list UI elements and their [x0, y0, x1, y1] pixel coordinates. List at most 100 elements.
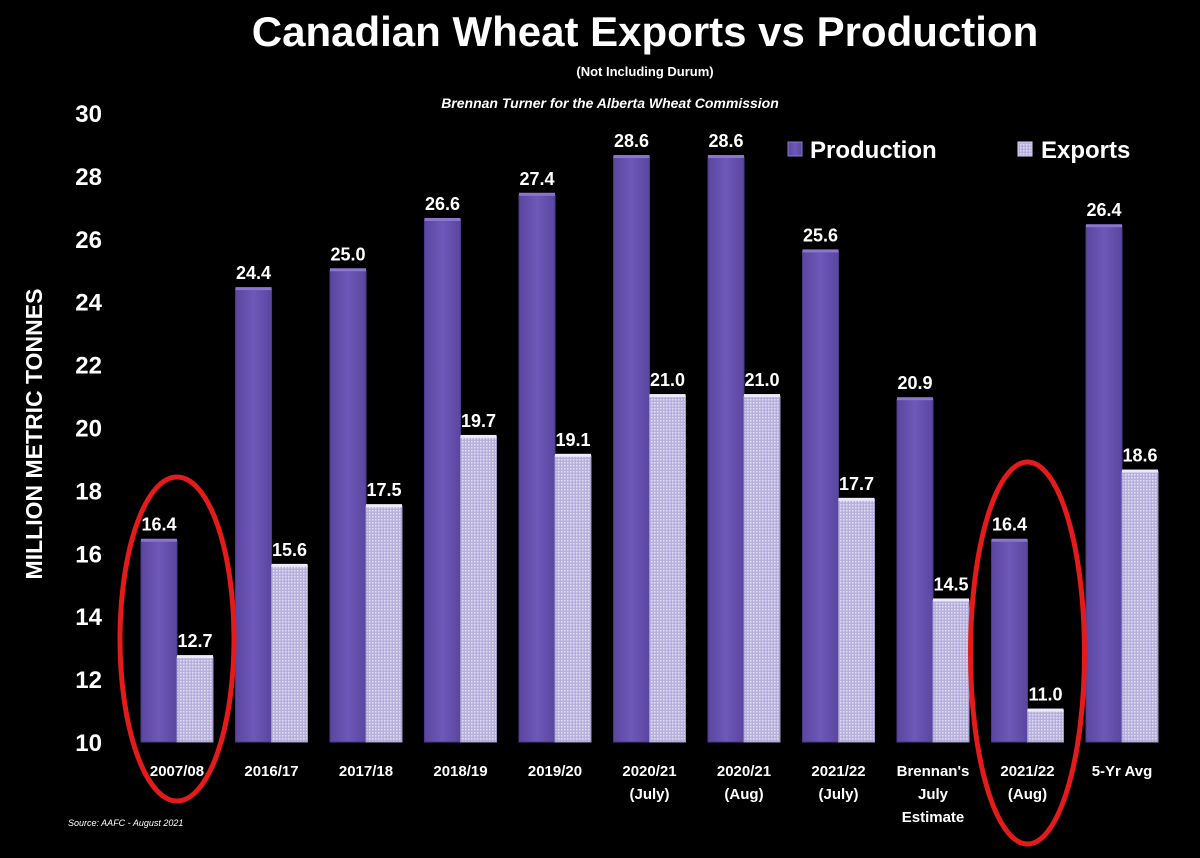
exports-data-label: 21.0 [650, 370, 685, 390]
production-bar-top [613, 155, 650, 159]
production-data-label: 28.6 [708, 131, 743, 151]
x-tick-label: July [918, 786, 949, 803]
exports-bar [1121, 471, 1159, 743]
production-bar-top [708, 155, 744, 159]
y-tick-label: 26 [75, 227, 102, 254]
x-tick-label: 2007/08 [150, 763, 204, 780]
production-bar [235, 288, 272, 743]
exports-data-label: 17.5 [366, 480, 401, 500]
highlight-ellipse [968, 459, 1087, 847]
exports-bar-top [744, 394, 780, 398]
production-bar [518, 194, 556, 743]
y-tick-label: 30 [75, 101, 102, 128]
exports-bar [271, 565, 308, 743]
production-data-label: 25.6 [803, 225, 838, 245]
chart-title: Canadian Wheat Exports vs Production [252, 8, 1038, 55]
production-bar-top [1086, 224, 1122, 228]
exports-bar [460, 436, 497, 743]
production-bar-top [897, 397, 933, 401]
x-tick-label: 2016/17 [244, 763, 298, 780]
y-tick-label: 16 [75, 541, 102, 568]
production-bar [991, 540, 1028, 743]
exports-data-label: 14.5 [933, 574, 968, 594]
production-bar [896, 398, 934, 743]
source-note: Source: AAFC - August 2021 [68, 818, 183, 828]
exports-bar [365, 505, 403, 743]
production-bar [424, 219, 461, 743]
chart-subtitle: (Not Including Durum) [576, 64, 713, 79]
x-tick-label: 2020/21 [622, 763, 676, 780]
exports-bar [649, 395, 686, 743]
exports-bar-top [366, 504, 402, 508]
production-bar-top [141, 538, 177, 542]
production-data-label: 27.4 [519, 169, 554, 189]
exports-bar [1027, 710, 1064, 743]
exports-data-label: 18.6 [1122, 446, 1157, 466]
y-axis-ticks: 10 12 14 16 18 20 22 24 26 28 30 [75, 101, 102, 757]
x-tick-label: 2021/22 [1000, 763, 1054, 780]
y-tick-label: 18 [75, 478, 102, 505]
exports-bar-top [555, 453, 591, 457]
y-tick-label: 10 [75, 730, 102, 757]
production-data-label: 25.0 [330, 244, 365, 264]
production-data-label: 28.6 [614, 131, 649, 151]
production-data-label: 20.9 [897, 373, 932, 393]
exports-data-label: 17.7 [839, 474, 874, 494]
exports-bar-top [933, 598, 969, 602]
production-bar-top [519, 192, 555, 196]
legend-swatch-exports [1017, 141, 1033, 157]
exports-bar [932, 599, 970, 743]
highlight-ellipse [117, 474, 237, 804]
x-tick-label: 2019/20 [528, 763, 582, 780]
exports-data-label: 11.0 [1028, 685, 1062, 705]
production-bar-top [991, 538, 1028, 542]
legend-label-exports: Exports [1041, 137, 1130, 164]
x-tick-label: Brennan's [897, 763, 970, 780]
x-tick-label: 2021/22 [811, 763, 865, 780]
exports-bar-top [1027, 708, 1064, 712]
exports-bar-top [177, 655, 213, 659]
x-tick-label: 2020/21 [717, 763, 771, 780]
y-tick-label: 20 [75, 416, 102, 443]
y-tick-label: 24 [75, 290, 102, 317]
exports-data-label: 21.0 [744, 370, 779, 390]
exports-bar [176, 656, 214, 743]
x-tick-label: Estimate [902, 809, 965, 826]
production-bar-top [802, 249, 839, 253]
x-tick-label: 5-Yr Avg [1092, 763, 1153, 780]
exports-data-label: 12.7 [177, 631, 212, 651]
exports-bar [743, 395, 781, 743]
exports-bar [554, 455, 592, 743]
chart-byline: Brennan Turner for the Alberta Wheat Com… [441, 95, 779, 111]
exports-data-label: 19.1 [555, 430, 590, 450]
production-bar [1085, 225, 1123, 743]
exports-data-label: 19.7 [461, 411, 496, 431]
x-tick-label: (July) [629, 786, 669, 803]
production-bar [140, 540, 178, 743]
x-tick-label: (Aug) [1008, 786, 1047, 803]
exports-bar [838, 499, 875, 743]
exports-bar-top [838, 497, 875, 501]
exports-bar-top [1122, 469, 1158, 473]
y-axis-label: MILLION METRIC TONNES [21, 289, 47, 580]
x-tick-label: (July) [818, 786, 858, 803]
production-bar [707, 156, 745, 743]
production-data-label: 16.4 [992, 515, 1027, 535]
production-bar-top [235, 287, 272, 291]
exports-bar-top [649, 394, 686, 398]
x-tick-label: 2018/19 [433, 763, 487, 780]
y-tick-label: 12 [75, 667, 102, 694]
production-bar [802, 250, 839, 743]
production-data-label: 26.6 [425, 194, 460, 214]
x-tick-label: (Aug) [724, 786, 763, 803]
legend: Production Exports [787, 137, 1130, 164]
legend-label-production: Production [810, 137, 937, 164]
y-tick-label: 22 [75, 353, 102, 380]
production-bar-top [330, 268, 366, 272]
production-bar-top [424, 217, 461, 221]
production-data-label: 16.4 [141, 515, 176, 535]
y-tick-label: 14 [75, 604, 102, 631]
highlight-circles [117, 459, 1087, 847]
exports-bar-top [460, 434, 497, 438]
